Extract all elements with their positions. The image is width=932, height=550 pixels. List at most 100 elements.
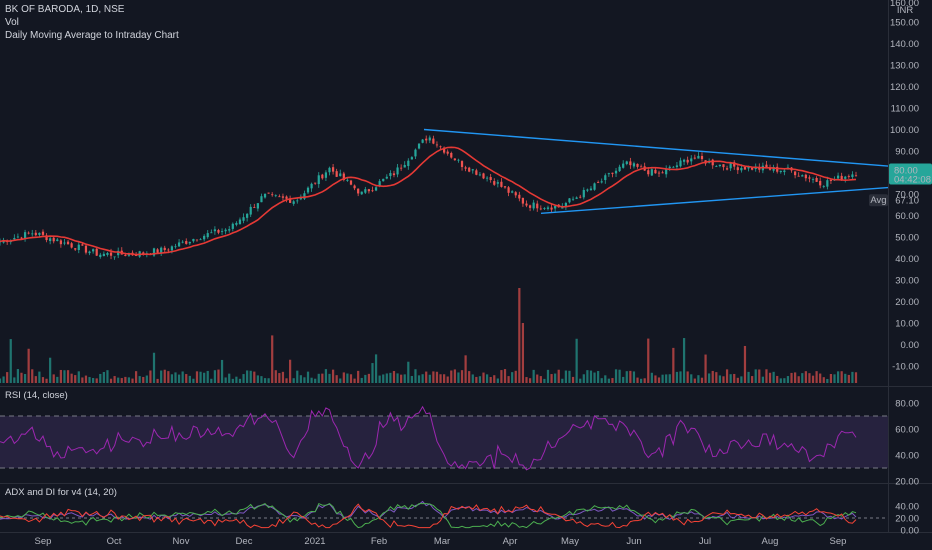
volume-bar bbox=[543, 378, 546, 383]
candle-body bbox=[546, 207, 550, 209]
candle-body bbox=[357, 188, 360, 194]
volume-bar bbox=[611, 378, 614, 383]
volume-bar bbox=[127, 377, 131, 383]
volume-bar bbox=[23, 374, 27, 383]
volume-bar bbox=[679, 371, 682, 383]
volume-bar bbox=[396, 373, 399, 383]
volume-bar bbox=[851, 371, 854, 383]
volume-bar bbox=[790, 372, 793, 383]
candle-body bbox=[629, 161, 632, 166]
volume-bar bbox=[450, 370, 453, 383]
current-price-label: 80.00 bbox=[894, 166, 918, 177]
volume-bar bbox=[811, 375, 815, 383]
candle-body bbox=[622, 163, 625, 168]
volume-bar bbox=[414, 369, 417, 383]
volume-bar bbox=[743, 345, 747, 383]
candle-body bbox=[217, 230, 220, 233]
upper-trendline bbox=[423, 128, 889, 167]
volume-bar bbox=[622, 376, 625, 383]
candle-body bbox=[851, 174, 854, 178]
candle-body bbox=[109, 252, 113, 256]
volume-bar bbox=[263, 378, 267, 383]
candle-body bbox=[392, 173, 396, 176]
volume-bar bbox=[206, 370, 209, 383]
volume-bar bbox=[672, 347, 675, 383]
candle-body bbox=[400, 167, 403, 169]
candle-body bbox=[249, 206, 252, 215]
candle-body bbox=[160, 247, 163, 253]
volume-bar bbox=[819, 373, 822, 383]
volume-bar bbox=[274, 370, 277, 383]
volume-bar bbox=[629, 370, 632, 383]
rsi-tick-1: 60.00 bbox=[895, 425, 919, 436]
volume-bar bbox=[625, 371, 628, 383]
volume-bar bbox=[106, 370, 109, 383]
candle-body bbox=[339, 173, 342, 177]
candle-body bbox=[718, 164, 722, 167]
candle-body bbox=[722, 164, 725, 168]
candle-body bbox=[70, 243, 73, 248]
volume-bar bbox=[550, 374, 553, 383]
candle-body bbox=[296, 200, 299, 202]
candle-body bbox=[639, 166, 643, 168]
volume-bar bbox=[768, 372, 772, 383]
volume-bar bbox=[145, 375, 148, 383]
volume-bar bbox=[561, 378, 564, 383]
volume-bar bbox=[120, 378, 123, 383]
adx-tick-1: 20.00 bbox=[895, 514, 919, 525]
volume-bar bbox=[242, 374, 245, 383]
volume-bar bbox=[693, 378, 696, 383]
volume-bar bbox=[711, 370, 714, 383]
candle-body bbox=[597, 182, 600, 183]
candle-body bbox=[518, 194, 521, 199]
volume-bar bbox=[296, 370, 299, 383]
candle-body bbox=[367, 189, 371, 192]
candle-body bbox=[693, 157, 696, 159]
candle-body bbox=[432, 138, 435, 144]
volume-bar bbox=[357, 370, 360, 383]
candle-body bbox=[564, 202, 568, 207]
volume-bar bbox=[600, 378, 603, 383]
x-tick-sep: Sep bbox=[35, 536, 52, 547]
volume-bar bbox=[66, 370, 70, 383]
candle-body bbox=[378, 181, 381, 187]
volume-bar bbox=[306, 371, 310, 383]
volume-bar bbox=[400, 374, 403, 383]
candle-body bbox=[826, 180, 829, 187]
candle-body bbox=[142, 252, 145, 254]
volume-bar bbox=[417, 375, 421, 383]
volume-bar bbox=[636, 377, 639, 383]
candle-body bbox=[224, 229, 227, 232]
candle-body bbox=[124, 255, 127, 257]
price-tick-5: 100.00 bbox=[890, 125, 919, 136]
price-tick-9: 60.00 bbox=[895, 211, 919, 222]
candle-body bbox=[285, 196, 288, 199]
volume-bar bbox=[704, 354, 707, 383]
volume-bar bbox=[117, 377, 120, 383]
candle-body bbox=[579, 196, 582, 198]
volume-bar bbox=[579, 378, 582, 383]
rsi-tick-2: 40.00 bbox=[895, 451, 919, 462]
volume-bar bbox=[34, 376, 37, 383]
rsi-tick-0: 80.00 bbox=[895, 399, 919, 410]
volume-bar bbox=[740, 376, 743, 383]
volume-bar bbox=[253, 371, 256, 383]
candle-body bbox=[485, 177, 489, 179]
candle-body bbox=[342, 173, 345, 180]
volume-bar bbox=[382, 374, 385, 383]
candle-body bbox=[715, 166, 718, 167]
volume-bar bbox=[353, 378, 356, 383]
candle-body bbox=[299, 197, 302, 200]
adx-title: ADX and DI for v4 (14, 20) bbox=[5, 487, 117, 498]
candle-body bbox=[385, 176, 388, 179]
volume-bar bbox=[364, 374, 367, 383]
candle-body bbox=[733, 162, 736, 167]
volume-bar bbox=[453, 369, 456, 383]
x-tick-sep: Sep bbox=[830, 536, 847, 547]
volume-bar bbox=[220, 359, 224, 383]
candle-body bbox=[45, 235, 48, 241]
volume-bar bbox=[557, 369, 560, 383]
candle-body bbox=[328, 167, 331, 173]
volume-bar bbox=[142, 376, 145, 383]
